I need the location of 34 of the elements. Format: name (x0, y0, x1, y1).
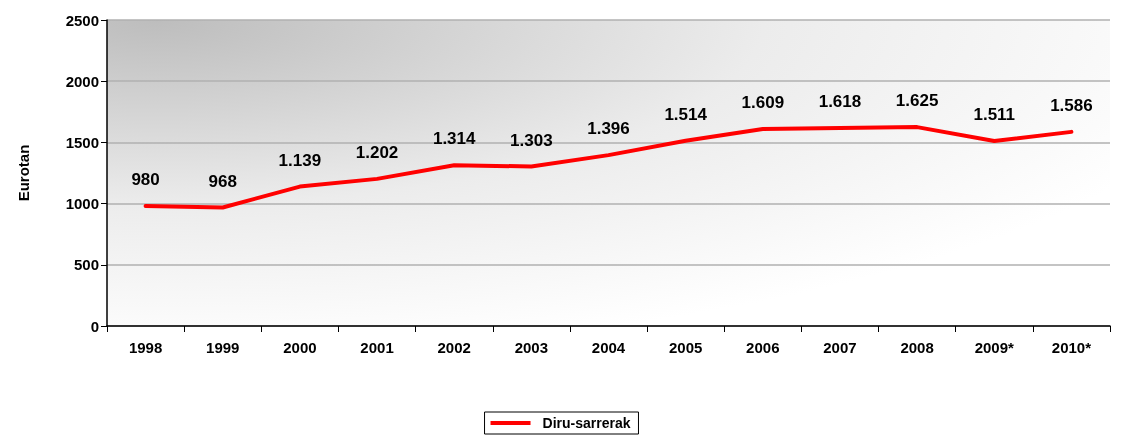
y-tick-label: 2000 (65, 72, 99, 90)
x-tick-label: 2008 (900, 339, 934, 356)
x-tick-label: 2001 (360, 339, 394, 356)
x-tick-label: 2003 (514, 339, 549, 356)
x-tick-label: 1999 (206, 339, 240, 356)
y-tick-label: 2500 (65, 11, 99, 29)
y-tick-label: 1500 (65, 133, 99, 151)
x-tick-label: 2009* (974, 339, 1015, 356)
data-label: 1.609 (741, 93, 785, 113)
data-label: 1.303 (510, 130, 553, 150)
data-label: 1.586 (1050, 95, 1093, 115)
y-tick-label: 0 (90, 317, 99, 335)
x-tick-label: 2006 (746, 339, 780, 356)
data-label: 968 (208, 171, 237, 191)
data-label: 1.139 (278, 150, 322, 170)
data-label: 1.511 (973, 105, 1016, 125)
y-tick-label: 1000 (65, 195, 99, 213)
x-tick-label: 2005 (668, 339, 703, 356)
x-tick-label: 2002 (437, 339, 471, 356)
x-tick-label: 2004 (591, 339, 626, 356)
x-tick-label: 1998 (128, 339, 163, 356)
data-label: 1.618 (818, 91, 862, 111)
y-tick-label: 500 (73, 256, 99, 274)
data-label: 1.396 (587, 119, 630, 139)
data-label: 1.314 (432, 129, 477, 149)
y-axis-title: Eurotan (15, 144, 32, 202)
x-tick-label: 2010* (1051, 339, 1092, 356)
data-label: 1.625 (895, 91, 939, 111)
data-label: 1.202 (355, 142, 399, 162)
legend-label: Diru-sarrerak (542, 415, 631, 431)
x-tick-label: 2000 (283, 339, 317, 356)
data-label: 1.514 (664, 104, 708, 124)
x-tick-label: 2007 (823, 339, 857, 356)
data-label: 980 (131, 170, 160, 190)
